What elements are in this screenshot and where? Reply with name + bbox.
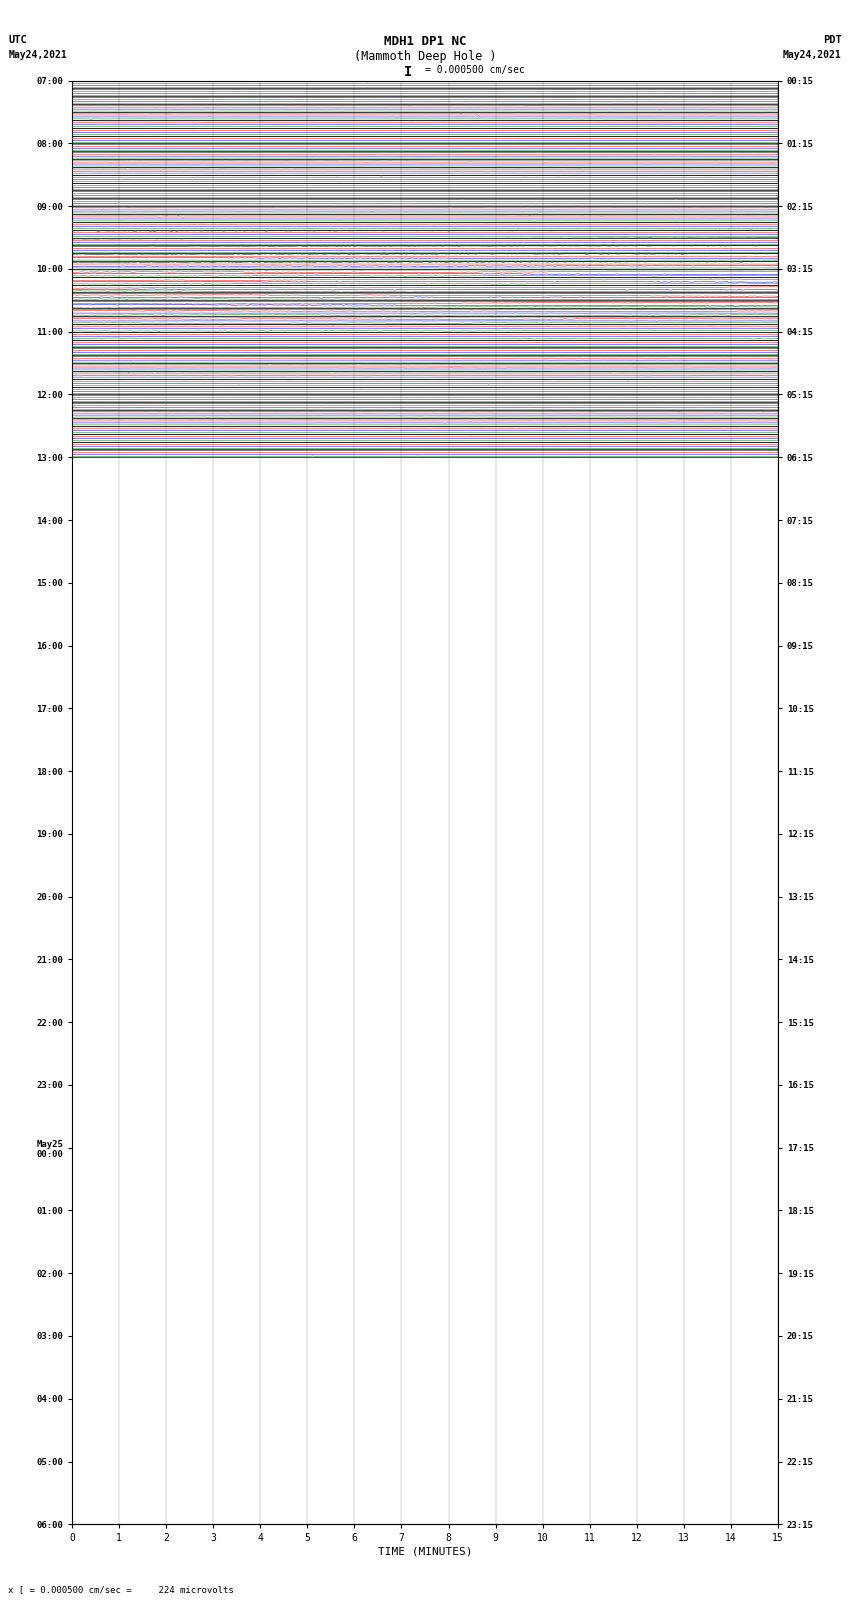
Text: May24,2021: May24,2021 [783,50,842,60]
Text: = 0.000500 cm/sec: = 0.000500 cm/sec [425,65,524,74]
Text: PDT: PDT [823,35,842,45]
Text: x [ = 0.000500 cm/sec =     224 microvolts: x [ = 0.000500 cm/sec = 224 microvolts [8,1584,235,1594]
Text: MDH1 DP1 NC: MDH1 DP1 NC [383,35,467,48]
Text: (Mammoth Deep Hole ): (Mammoth Deep Hole ) [354,50,496,63]
X-axis label: TIME (MINUTES): TIME (MINUTES) [377,1547,473,1557]
Text: UTC: UTC [8,35,27,45]
Text: I: I [404,65,412,79]
Text: May24,2021: May24,2021 [8,50,67,60]
